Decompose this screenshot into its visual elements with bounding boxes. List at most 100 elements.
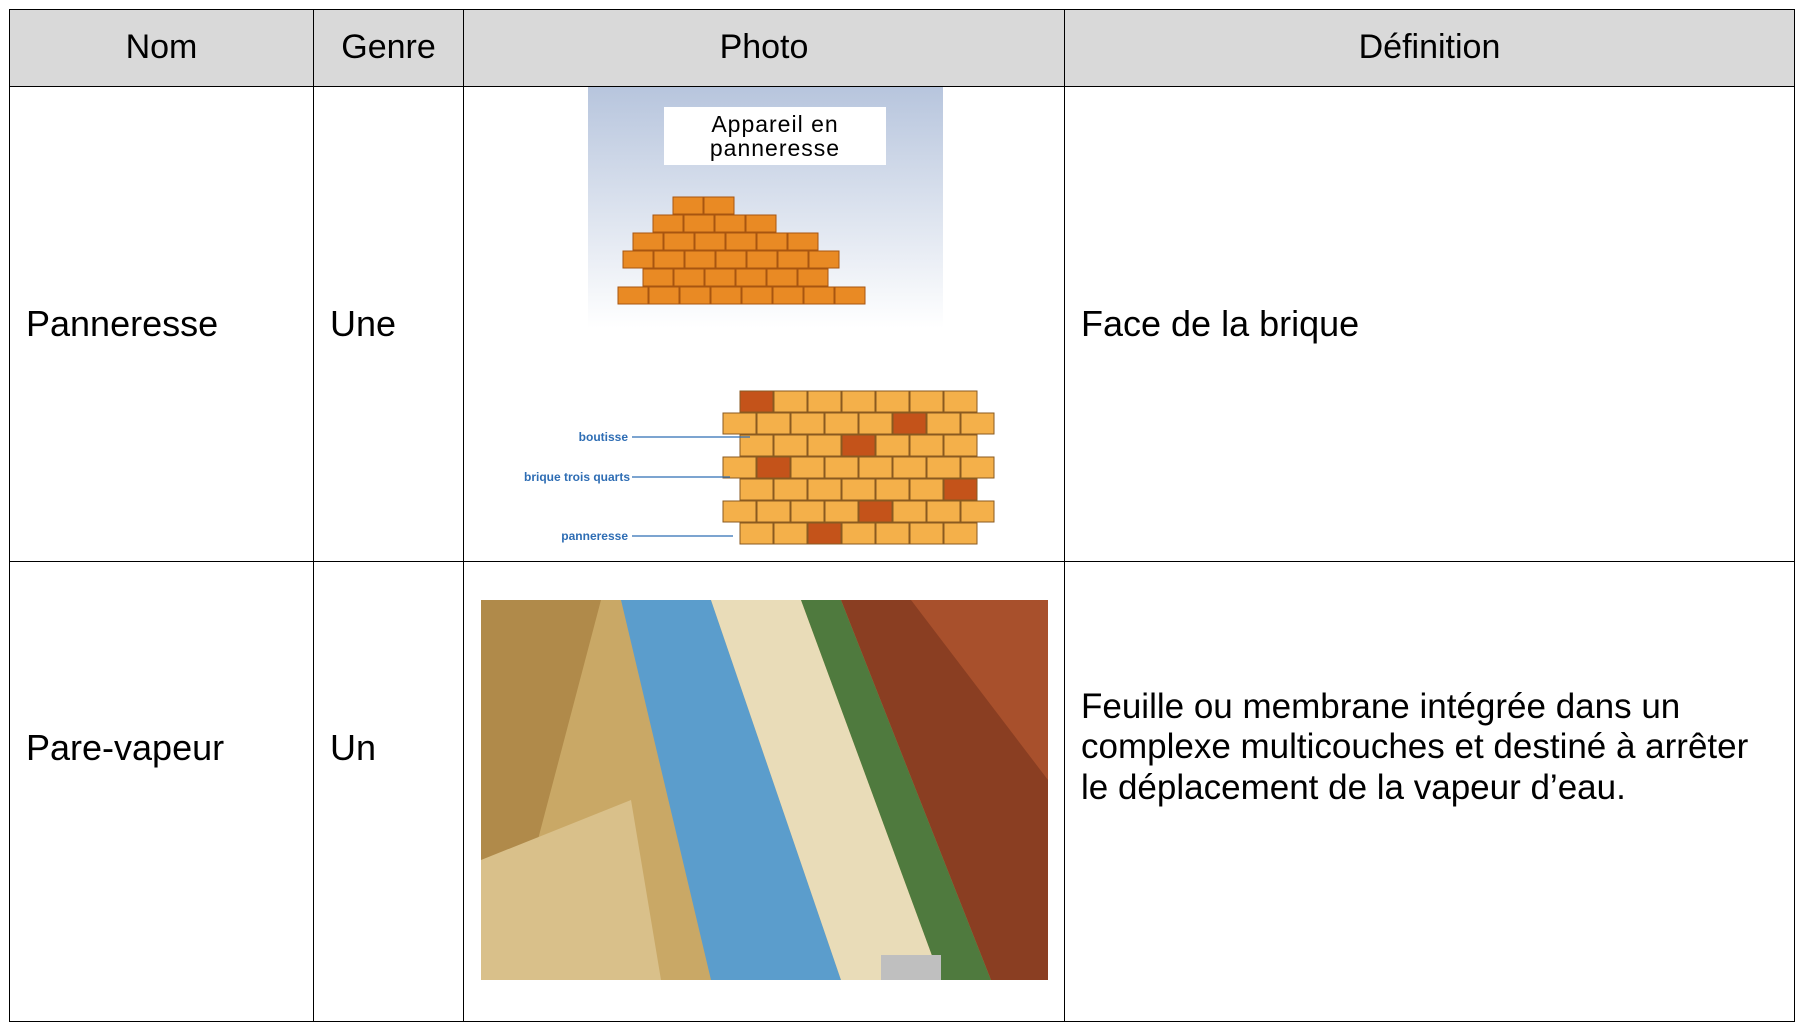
shape <box>773 434 808 457</box>
shape <box>739 390 774 413</box>
shape <box>704 268 736 287</box>
shape <box>622 250 654 269</box>
shape <box>746 250 778 269</box>
shape <box>824 500 859 523</box>
shape <box>683 214 715 233</box>
shape <box>694 232 726 251</box>
shape <box>841 390 876 413</box>
shape <box>725 232 757 251</box>
definition-cell: Feuille ou membrane intégrée dans un com… <box>1065 562 1795 1022</box>
header-cell: Genre <box>314 10 464 87</box>
shape <box>909 434 944 457</box>
shape <box>943 434 978 457</box>
shape <box>756 412 791 435</box>
shape <box>875 478 910 501</box>
shape <box>739 522 774 545</box>
shape <box>841 478 876 501</box>
shape <box>858 456 893 479</box>
shape <box>787 232 819 251</box>
wall-drawing <box>632 390 995 545</box>
shape <box>714 214 746 233</box>
shape <box>807 522 842 545</box>
shape <box>741 286 773 305</box>
image-label: boutisse <box>578 430 628 444</box>
shape <box>673 268 705 287</box>
shape <box>790 456 825 479</box>
brick-image: Appareil en panneresse <box>588 87 943 328</box>
shape <box>756 500 791 523</box>
name-cell: Panneresse <box>10 87 314 562</box>
shape <box>909 522 944 545</box>
image-label: panneresse <box>561 529 628 543</box>
shape <box>715 250 747 269</box>
shape <box>824 412 859 435</box>
name-cell: Pare-vapeur <box>10 562 314 1022</box>
shape <box>926 412 961 435</box>
shape <box>766 268 798 287</box>
vapour-barrier-photo <box>481 600 1048 980</box>
header-cell: Nom <box>10 10 314 87</box>
photo-cell <box>464 562 1065 1022</box>
shape <box>960 456 995 479</box>
shape <box>875 522 910 545</box>
shape <box>777 250 809 269</box>
shape <box>672 196 704 215</box>
header-cell: Définition <box>1065 10 1795 87</box>
shape <box>909 478 944 501</box>
shape <box>858 500 893 523</box>
shape <box>663 232 695 251</box>
shape <box>642 268 674 287</box>
shape <box>892 412 927 435</box>
genre-cell: Une <box>314 87 464 562</box>
shape <box>834 286 866 305</box>
table: Nom Genre Photo Définition Panneresse Un… <box>9 9 1795 1022</box>
shape <box>808 250 840 269</box>
shape <box>617 286 649 305</box>
shape <box>679 286 711 305</box>
shape <box>756 232 788 251</box>
shape <box>824 456 859 479</box>
shape <box>892 456 927 479</box>
shape <box>632 232 664 251</box>
shape <box>773 390 808 413</box>
shape <box>807 390 842 413</box>
shape <box>703 196 735 215</box>
shape <box>722 456 757 479</box>
shape <box>756 456 791 479</box>
shape <box>926 500 961 523</box>
shape <box>797 268 829 287</box>
genre-cell: Un <box>314 562 464 1022</box>
shape <box>892 500 927 523</box>
wall-image: boutisse brique trois quarts panneresse <box>518 389 1003 550</box>
shape <box>772 286 804 305</box>
shape <box>926 456 961 479</box>
shape <box>841 522 876 545</box>
shape <box>773 522 808 545</box>
definition-cell: Face de la brique <box>1065 87 1795 562</box>
shape <box>684 250 716 269</box>
shape <box>735 268 767 287</box>
image-caption: Appareil en panneresse <box>664 107 886 165</box>
shape <box>943 478 978 501</box>
shape <box>943 522 978 545</box>
shape <box>790 500 825 523</box>
shape <box>803 286 835 305</box>
shape <box>858 412 893 435</box>
shape <box>739 434 774 457</box>
shape <box>739 478 774 501</box>
shape <box>841 434 876 457</box>
shape <box>807 434 842 457</box>
image-label: brique trois quarts <box>523 470 630 484</box>
shape <box>807 478 842 501</box>
photo-cell: Appareil en panneresse boutisse brique t… <box>464 87 1065 562</box>
shape <box>653 250 685 269</box>
shape <box>960 412 995 435</box>
shape <box>722 500 757 523</box>
shape <box>773 478 808 501</box>
shape <box>875 434 910 457</box>
shape <box>875 390 910 413</box>
shape <box>648 286 680 305</box>
shape <box>722 412 757 435</box>
header-cell: Photo <box>464 10 1065 87</box>
